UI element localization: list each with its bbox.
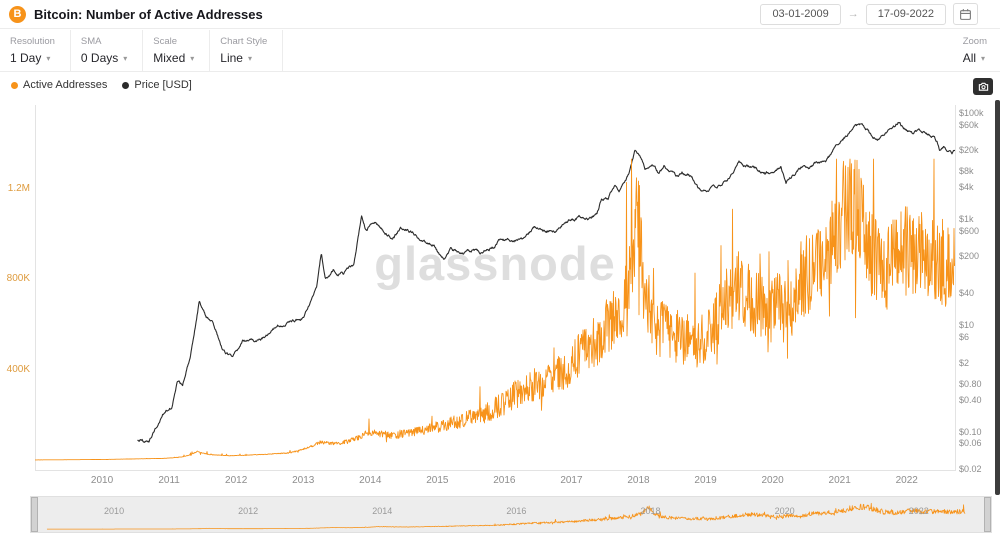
- navigator[interactable]: 2010 2012 2014 2016 2018 2020 2022: [30, 496, 992, 533]
- x-axis-tick-label: 2019: [694, 475, 717, 486]
- right-axis-tick-label: $0.02: [959, 463, 982, 474]
- x-axis-line: [35, 470, 956, 471]
- x-axis-tick-label: 2018: [627, 475, 650, 486]
- right-axis-tick-label: $60k: [959, 119, 979, 130]
- camera-button[interactable]: [973, 78, 993, 95]
- x-axis-tick-label: 2016: [493, 475, 516, 486]
- x-axis-tick-label: 2013: [292, 475, 315, 486]
- legend-dot-price: [122, 81, 130, 89]
- right-axis-tick-label: $200: [959, 251, 980, 262]
- left-axis-tick-label: 1.2M: [7, 182, 30, 194]
- chart-plot-area[interactable]: [35, 105, 955, 470]
- control-sma-value: 0 Days: [80, 51, 119, 65]
- right-axis-tick-label: $0.10: [959, 426, 982, 437]
- right-axis-tick-label: $8k: [959, 166, 974, 177]
- chevron-down-icon: ▾: [46, 53, 51, 63]
- chevron-down-icon: ▾: [190, 53, 195, 63]
- navigator-year-label: 2018: [640, 506, 661, 516]
- right-axis-line: [955, 105, 956, 470]
- navigator-year-label: 2014: [372, 506, 393, 516]
- control-chart-style-label: Chart Style: [220, 36, 268, 47]
- navigator-year-label: 2020: [774, 506, 795, 516]
- right-axis-tick-label: $4k: [959, 182, 974, 193]
- control-resolution[interactable]: Resolution 1 Day ▾: [0, 30, 71, 71]
- navigator-year-label: 2022: [908, 506, 929, 516]
- navigator-year-label: 2016: [506, 506, 527, 516]
- date-from-input[interactable]: 03-01-2009: [760, 3, 841, 25]
- navigator-minichart[interactable]: [31, 497, 991, 532]
- x-axis-tick-label: 2020: [761, 475, 784, 486]
- legend-item-price[interactable]: Price [USD]: [122, 79, 192, 91]
- control-zoom-value: All: [962, 51, 977, 65]
- control-zoom[interactable]: Zoom All ▾: [953, 30, 987, 65]
- x-axis-tick-label: 2010: [90, 475, 114, 486]
- control-resolution-label: Resolution: [10, 36, 55, 47]
- control-zoom-label: Zoom: [962, 36, 987, 47]
- right-axis-tick-label: $0.80: [959, 378, 982, 389]
- control-sma-label: SMA: [80, 36, 102, 47]
- right-axis-tick-label: $100k: [959, 107, 984, 118]
- bitcoin-icon: B: [9, 5, 26, 23]
- navigator-left-handle[interactable]: [31, 497, 38, 532]
- x-axis-tick-label: 2011: [158, 475, 180, 486]
- control-chart-style-value: Line: [220, 51, 243, 65]
- date-range: 03-01-2009 → 17-09-2022: [760, 3, 978, 25]
- x-axis-tick-label: 2017: [560, 475, 583, 486]
- left-axis-tick-label: 800K: [6, 273, 30, 284]
- vertical-scrollbar[interactable]: [995, 100, 1000, 495]
- legend-item-active-addresses[interactable]: Active Addresses: [11, 79, 107, 91]
- page-title: Bitcoin: Number of Active Addresses: [34, 6, 263, 22]
- camera-icon: [978, 82, 988, 91]
- right-axis-tick-label: $10: [959, 320, 975, 331]
- date-range-arrow-icon: →: [847, 8, 859, 20]
- control-scale-label: Scale: [153, 36, 178, 47]
- control-chart-style[interactable]: Chart Style Line ▾: [210, 30, 284, 71]
- x-axis-tick-label: 2022: [895, 475, 918, 486]
- bitcoin-glyph: B: [13, 7, 22, 20]
- legend: Active Addresses Price [USD]: [11, 79, 192, 91]
- left-axis-tick-label: 400K: [6, 363, 30, 375]
- right-axis-tick-label: $0.40: [959, 394, 982, 405]
- navigator-right-handle[interactable]: [984, 497, 991, 532]
- chevron-down-icon: ▾: [247, 53, 252, 63]
- chevron-down-icon: ▾: [981, 53, 986, 63]
- legend-label-active-addresses: Active Addresses: [23, 79, 108, 91]
- toolbar: Resolution 1 Day ▾ SMA 0 Days ▾ Scale Mi…: [0, 30, 1000, 72]
- right-axis-tick-label: $6: [959, 332, 970, 343]
- chevron-down-icon: ▾: [123, 53, 128, 63]
- left-axis-line: [35, 105, 36, 470]
- header: B Bitcoin: Number of Active Addresses 03…: [0, 0, 1000, 29]
- right-axis-tick-label: $40: [959, 288, 975, 299]
- control-scale[interactable]: Scale Mixed ▾: [143, 30, 211, 71]
- navigator-year-label: 2012: [238, 506, 259, 516]
- right-axis-tick-label: $1k: [959, 214, 974, 225]
- calendar-button[interactable]: [953, 3, 978, 25]
- control-resolution-value: 1 Day: [10, 51, 42, 65]
- control-scale-value: Mixed: [153, 51, 186, 65]
- control-sma[interactable]: SMA 0 Days ▾: [71, 30, 144, 71]
- calendar-icon: [960, 8, 971, 20]
- x-axis-tick-label: 2014: [359, 475, 382, 486]
- date-to-input[interactable]: 17-09-2022: [865, 3, 946, 25]
- right-axis-tick-label: $2: [959, 357, 970, 368]
- x-axis-tick-label: 2021: [828, 475, 851, 486]
- right-axis-tick-label: $600: [959, 225, 980, 236]
- legend-label-price: Price [USD]: [134, 79, 192, 91]
- right-axis-tick-label: $20k: [959, 144, 979, 155]
- navigator-year-label: 2010: [104, 506, 125, 516]
- legend-dot-active-addresses: [11, 81, 18, 89]
- right-axis-tick-label: $0.06: [959, 438, 982, 449]
- x-axis-tick-label: 2015: [426, 475, 449, 486]
- x-axis-tick-label: 2012: [225, 475, 248, 486]
